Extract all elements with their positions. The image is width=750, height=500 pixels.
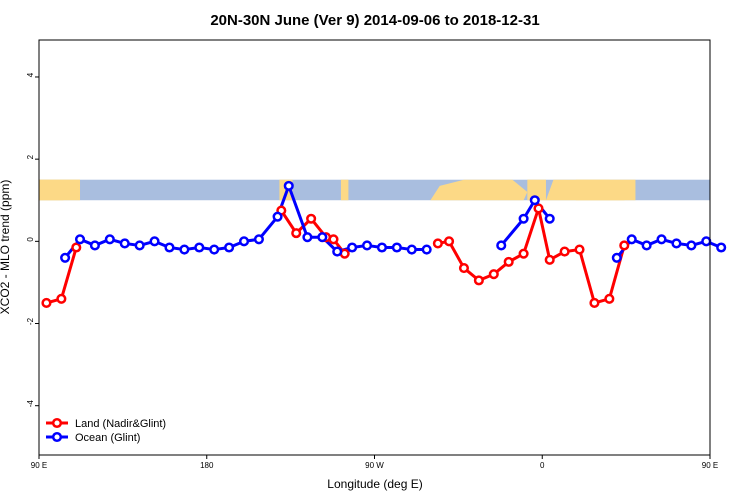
data-point-0 xyxy=(291,228,302,239)
map-band xyxy=(39,179,710,201)
data-point-0 xyxy=(473,275,484,286)
data-point-0 xyxy=(518,248,529,259)
data-point-1 xyxy=(716,242,727,253)
y-tick-label: 4 xyxy=(26,72,35,77)
data-point-1 xyxy=(253,234,264,245)
y-axis: -4 -2 0 2 4 xyxy=(26,72,39,407)
data-point-1 xyxy=(686,240,697,251)
x-tick-label: 90 E xyxy=(31,461,47,470)
data-point-1 xyxy=(302,232,313,243)
data-point-1 xyxy=(626,234,637,245)
data-point-1 xyxy=(317,232,328,243)
data-point-0 xyxy=(71,242,82,253)
data-point-1 xyxy=(272,211,283,222)
data-point-1 xyxy=(332,246,343,257)
data-point-1 xyxy=(671,238,682,249)
data-point-1 xyxy=(518,213,529,224)
data-point-1 xyxy=(179,244,190,255)
x-tick-label: 90 W xyxy=(365,461,384,470)
legend: Land (Nadir&Glint) Ocean (Glint) xyxy=(46,417,166,444)
y-tick-label: -4 xyxy=(26,400,35,408)
data-point-0 xyxy=(533,203,544,214)
data-point-1 xyxy=(104,234,115,245)
data-point-1 xyxy=(391,242,402,253)
x-axis: 90 E 180 90 W 0 90 E xyxy=(31,455,718,470)
data-point-1 xyxy=(238,236,250,247)
data-point-1 xyxy=(347,242,358,253)
legend-marker-0 xyxy=(51,417,63,429)
data-point-1 xyxy=(119,238,130,249)
map-land-africa xyxy=(430,179,528,201)
data-point-0 xyxy=(559,246,570,257)
data-point-0 xyxy=(619,240,630,251)
map-land-2 xyxy=(340,179,349,201)
data-point-1 xyxy=(656,234,667,245)
data-point-0 xyxy=(41,297,52,309)
data-point-1 xyxy=(224,242,235,253)
data-point-0 xyxy=(306,213,317,224)
data-point-1 xyxy=(421,244,432,255)
data-point-0 xyxy=(444,236,455,247)
series-layer xyxy=(41,180,727,309)
data-point-0 xyxy=(503,256,514,267)
data-point-1 xyxy=(361,240,373,251)
data-point-0 xyxy=(432,238,443,249)
y-tick-label: 0 xyxy=(26,237,35,242)
y-tick-label: 2 xyxy=(26,154,35,159)
y-axis-label: XCO2 - MLO trend (ppm) xyxy=(0,180,12,315)
data-point-1 xyxy=(60,252,71,263)
data-point-1 xyxy=(74,234,86,245)
data-point-0 xyxy=(488,269,499,280)
data-point-1 xyxy=(496,240,507,251)
data-point-1 xyxy=(529,195,540,206)
data-point-1 xyxy=(194,242,205,253)
map-land-asia xyxy=(545,179,636,201)
data-point-0 xyxy=(56,293,67,304)
data-point-1 xyxy=(149,236,160,247)
data-point-1 xyxy=(283,180,294,191)
data-point-1 xyxy=(406,244,417,255)
map-land-3 xyxy=(527,179,546,201)
data-point-1 xyxy=(376,242,388,253)
data-point-1 xyxy=(544,213,555,224)
x-tick-label: 180 xyxy=(200,461,214,470)
data-point-0 xyxy=(589,297,600,309)
data-point-1 xyxy=(89,240,100,251)
legend-marker-1 xyxy=(51,431,63,443)
data-point-0 xyxy=(604,293,615,304)
data-point-1 xyxy=(611,252,622,263)
x-tick-label: 0 xyxy=(540,461,545,470)
data-point-0 xyxy=(458,262,470,274)
data-point-0 xyxy=(544,254,555,265)
x-tick-label: 90 E xyxy=(702,461,718,470)
data-point-1 xyxy=(641,240,652,251)
data-point-1 xyxy=(134,240,145,251)
legend-label-0: Land (Nadir&Glint) xyxy=(75,418,166,430)
data-point-1 xyxy=(209,244,220,255)
y-tick-label: -2 xyxy=(26,317,35,325)
data-point-0 xyxy=(574,244,585,255)
map-land-asia-west xyxy=(39,179,81,201)
data-point-1 xyxy=(164,242,175,253)
legend-label-1: Ocean (Glint) xyxy=(75,432,140,444)
data-point-0 xyxy=(328,234,339,245)
x-axis-label: Longitude (deg E) xyxy=(327,477,422,491)
chart-title: 20N-30N June (Ver 9) 2014-09-06 to 2018-… xyxy=(210,12,539,29)
data-point-1 xyxy=(701,236,712,247)
series-line-0 xyxy=(437,206,626,305)
